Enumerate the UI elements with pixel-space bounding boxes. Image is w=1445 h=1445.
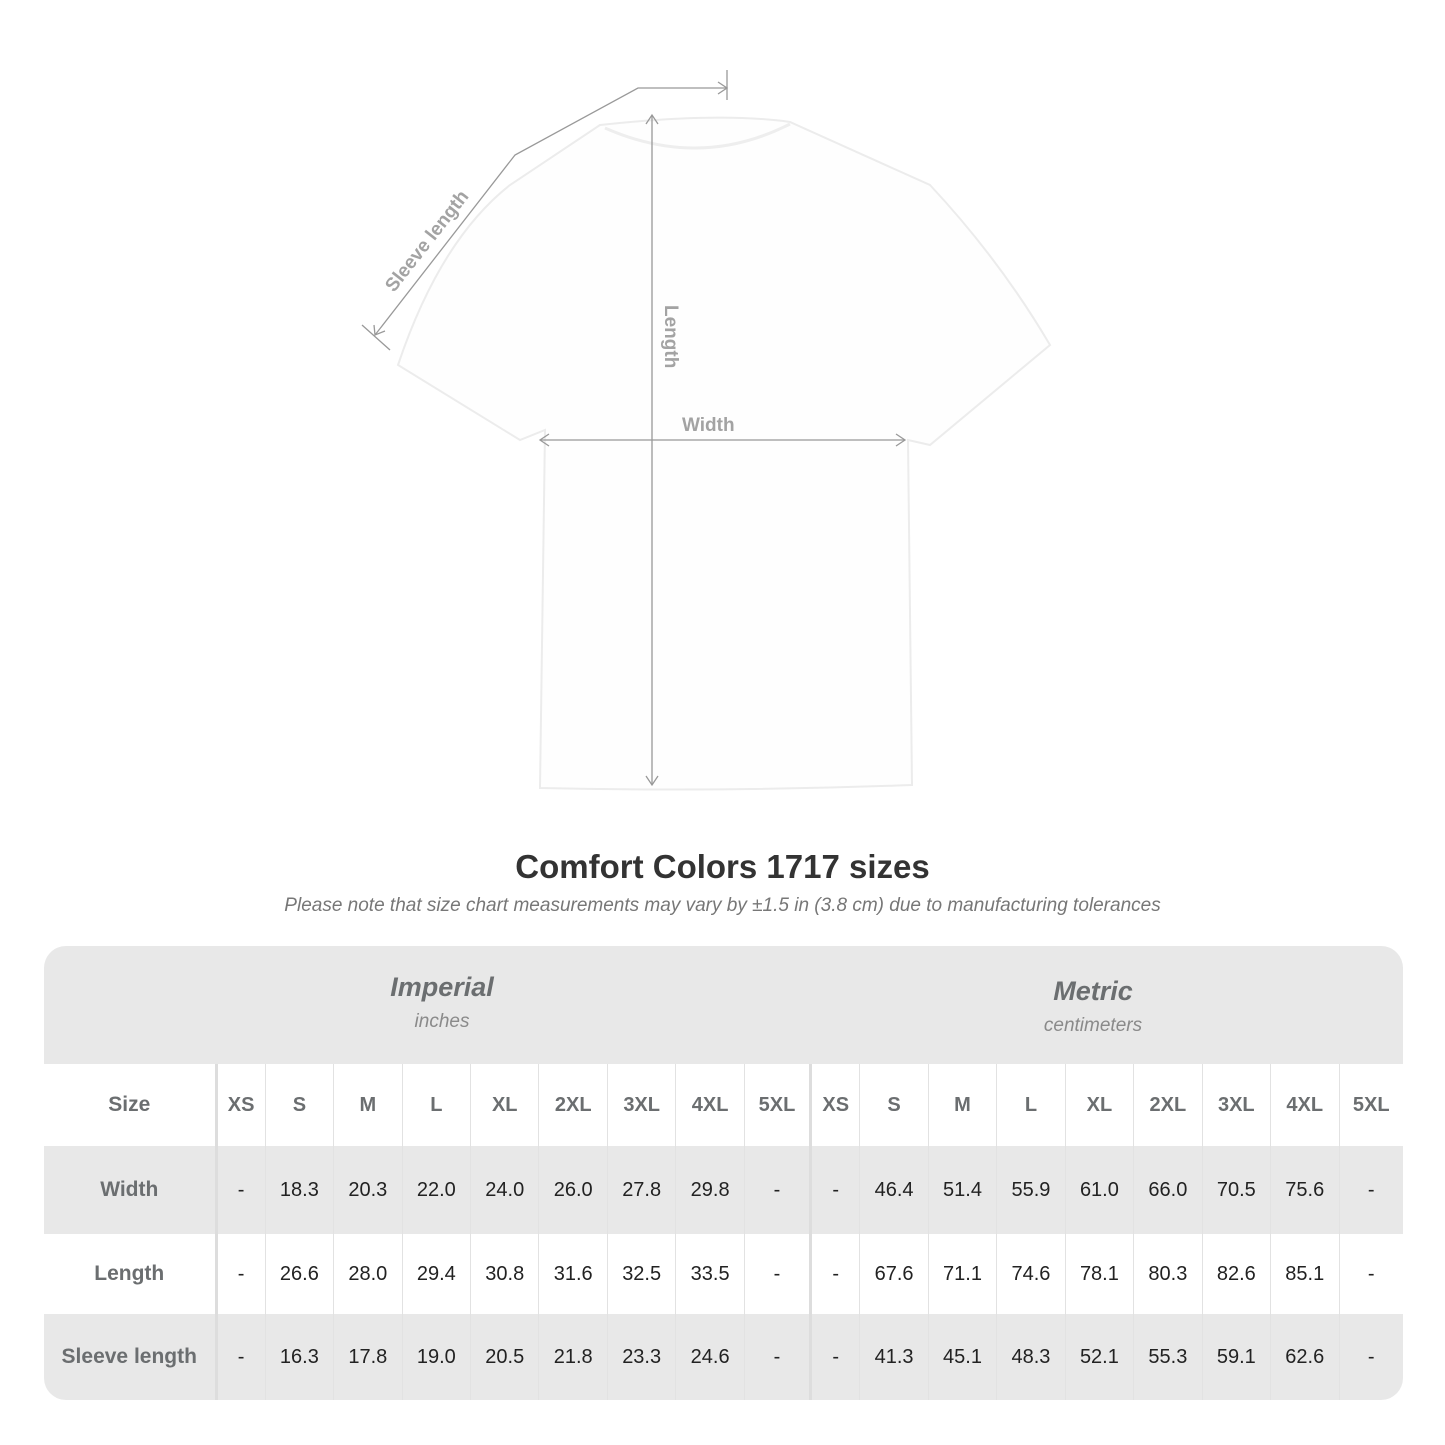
metric-value-cell: 71.1 [927, 1234, 997, 1314]
metric-value-cell: 70.5 [1201, 1146, 1271, 1234]
imperial-value-cell: - [215, 1234, 266, 1314]
imperial-value-cell: 26.6 [264, 1234, 334, 1314]
imperial-value-cell: 23.3 [606, 1314, 676, 1400]
imperial-value-cell: 18.3 [264, 1146, 334, 1234]
metric-value-cell: - [809, 1314, 860, 1400]
imperial-value-cell: 20.3 [333, 1146, 403, 1234]
size-header-row: Size XS S M L XL 2XL 3XL 4XL 5XL XS S M L XL 2XL 3XL 4XL 5… [44, 1064, 1403, 1146]
imperial-value-cell: 29.4 [401, 1234, 471, 1314]
units-header [44, 946, 1403, 1064]
metric-size-header: 5XL [1338, 1064, 1403, 1146]
imperial-value-cell: 26.0 [538, 1146, 608, 1234]
metric-value-cell: 67.6 [859, 1234, 929, 1314]
imperial-value-cell: 24.0 [470, 1146, 539, 1234]
row-label: Width [44, 1146, 218, 1234]
metric-value-cell: 45.1 [927, 1314, 997, 1400]
imperial-value-cell: 19.0 [401, 1314, 471, 1400]
metric-value-cell: 61.0 [1064, 1146, 1134, 1234]
metric-size-header: L [996, 1064, 1066, 1146]
imperial-size-header: XS [215, 1064, 266, 1146]
metric-value-cell: 52.1 [1064, 1314, 1134, 1400]
imperial-value-cell: 33.5 [675, 1234, 745, 1314]
imperial-value-cell: - [743, 1146, 811, 1234]
imperial-unit: inches [414, 1011, 470, 1032]
metric-value-cell: 62.6 [1270, 1314, 1339, 1400]
metric-value-cell: 85.1 [1270, 1234, 1339, 1314]
metric-value-cell: 41.3 [859, 1314, 929, 1400]
row-label: Sleeve length [44, 1314, 218, 1400]
length-label: Length [660, 305, 681, 368]
metric-unit: centimeters [1043, 1015, 1143, 1036]
metric-value-cell: 66.0 [1133, 1146, 1203, 1234]
imperial-size-header: M [333, 1064, 403, 1146]
metric-value-cell: 80.3 [1133, 1234, 1203, 1314]
width-label: Width [682, 415, 735, 436]
metric-value-cell: 48.3 [996, 1314, 1066, 1400]
table-row: Width -18.3 20.3 22.0 24.0 26.0 27.8 29.8- -46.4… [44, 1146, 1403, 1234]
metric-value-cell: 55.3 [1133, 1314, 1203, 1400]
imperial-value-cell: 28.0 [333, 1234, 403, 1314]
size-table: Imperial inches Metric centimeters Size X… [44, 946, 1403, 1400]
imperial-value-cell: 29.8 [675, 1146, 745, 1234]
metric-value-cell: - [809, 1146, 860, 1234]
metric-value-cell: - [1338, 1146, 1403, 1234]
imperial-value-cell: 30.8 [470, 1234, 539, 1314]
metric-size-header: 2XL [1133, 1064, 1203, 1146]
imperial-size-header: S [264, 1064, 334, 1146]
imperial-size-header: 3XL [606, 1064, 676, 1146]
metric-title: Metric [1053, 976, 1133, 1006]
metric-value-cell: 75.6 [1270, 1146, 1339, 1234]
imperial-value-cell: - [215, 1314, 266, 1400]
imperial-value-cell: 24.6 [675, 1314, 745, 1400]
metric-value-cell: 59.1 [1201, 1314, 1271, 1400]
metric-value-cell: 74.6 [996, 1234, 1066, 1314]
imperial-value-cell: 31.6 [538, 1234, 608, 1314]
page-title: Comfort Colors 1717 sizes [515, 848, 930, 885]
metric-value-cell: 51.4 [927, 1146, 997, 1234]
imperial-value-cell: 27.8 [606, 1146, 676, 1234]
imperial-header: Imperial inches [142, 972, 742, 1033]
metric-size-header: XS [809, 1064, 860, 1146]
imperial-size-header: 5XL [743, 1064, 811, 1146]
tshirt-image [396, 116, 1052, 791]
metric-value-cell: 46.4 [859, 1146, 929, 1234]
metric-size-header: 4XL [1270, 1064, 1339, 1146]
metric-header: Metric centimeters [793, 976, 1393, 1037]
collar [604, 122, 791, 150]
tolerance-note: Please note that size chart measurements… [284, 895, 1161, 916]
imperial-value-cell: - [743, 1314, 811, 1400]
metric-value-cell: - [1338, 1234, 1403, 1314]
imperial-value-cell: 20.5 [470, 1314, 539, 1400]
measurements-table: Size XS S M L XL 2XL 3XL 4XL 5XL XS S M L XL 2XL 3XL 4XL 5… [44, 1064, 1403, 1400]
metric-value-cell: 55.9 [996, 1146, 1066, 1234]
metric-size-header: XL [1064, 1064, 1134, 1146]
metric-value-cell: 82.6 [1201, 1234, 1271, 1314]
metric-value-cell: 78.1 [1064, 1234, 1134, 1314]
imperial-value-cell: 17.8 [333, 1314, 403, 1400]
metric-size-header: M [927, 1064, 997, 1146]
metric-value-cell: - [1338, 1314, 1403, 1400]
imperial-value-cell: 22.0 [401, 1146, 471, 1234]
imperial-value-cell: 32.5 [606, 1234, 676, 1314]
imperial-size-header: 4XL [675, 1064, 745, 1146]
imperial-value-cell: - [743, 1234, 811, 1314]
table-row: Sleeve length -16.3 17.8 19.0 20.5 21.8 23.3 24… [44, 1314, 1403, 1400]
metric-size-header: S [859, 1064, 929, 1146]
table-row: Length -26.6 28.0 29.4 30.8 31.6 32.5 33.5- -67.… [44, 1234, 1403, 1314]
metric-value-cell: - [809, 1234, 860, 1314]
dimension-lines [361, 70, 907, 787]
imperial-value-cell: - [215, 1146, 266, 1234]
metric-size-header: 3XL [1201, 1064, 1271, 1146]
tshirt-diagram: Sleeve length Length Width [361, 70, 1052, 791]
row-label: Length [44, 1234, 218, 1314]
imperial-value-cell: 21.8 [538, 1314, 608, 1400]
imperial-size-header: XL [470, 1064, 539, 1146]
size-label: Size [44, 1064, 218, 1146]
imperial-size-header: 2XL [538, 1064, 608, 1146]
imperial-title: Imperial [390, 972, 494, 1002]
imperial-value-cell: 16.3 [264, 1314, 334, 1400]
imperial-size-header: L [401, 1064, 471, 1146]
